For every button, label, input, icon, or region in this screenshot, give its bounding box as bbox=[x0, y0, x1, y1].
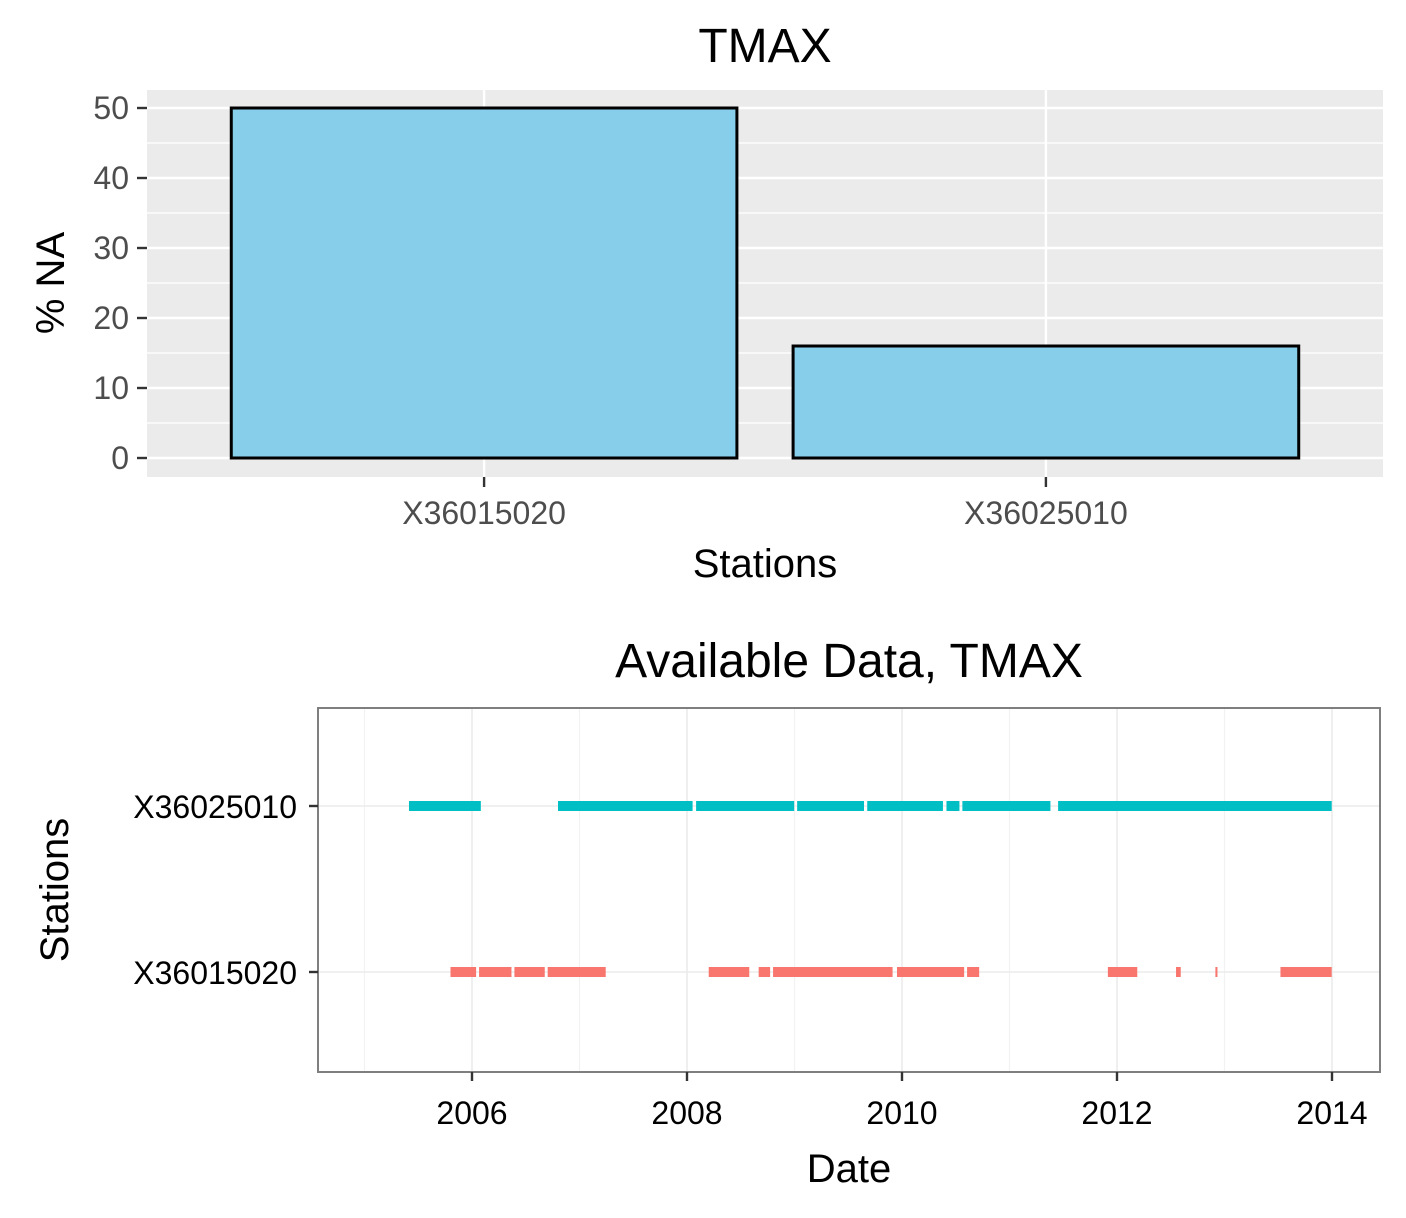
availability-segment-X36015020 bbox=[1176, 967, 1181, 977]
bar-chart-y-axis-title: % NA bbox=[29, 232, 73, 335]
bar-chart-y-tick-label: 30 bbox=[93, 230, 129, 266]
availability-segment-X36015020 bbox=[773, 967, 893, 977]
bar-chart-y-ticks: 0 10 20 30 40 50 bbox=[93, 90, 147, 476]
bar-chart-y-tick-label: 0 bbox=[111, 440, 129, 476]
bar-chart-x-ticks: X36015020 X36025010 bbox=[402, 477, 1128, 531]
availability-segment-X36015020 bbox=[479, 967, 512, 977]
availability-segment-X36015020 bbox=[708, 967, 750, 977]
availability-chart-x-tick-label: 2014 bbox=[1296, 1095, 1367, 1131]
availability-segment-X36015020 bbox=[450, 967, 477, 977]
availability-segment-X36025010 bbox=[696, 801, 795, 811]
availability-chart-y-tick-label: X36015020 bbox=[133, 955, 297, 991]
availability-segment-X36025010 bbox=[867, 801, 943, 811]
bar-chart-x-tick-label: X36015020 bbox=[402, 495, 566, 531]
availability-chart-x-tick-label: 2012 bbox=[1081, 1095, 1152, 1131]
bar-chart-y-tick-label: 10 bbox=[93, 370, 129, 406]
availability-chart-x-tick-label: 2006 bbox=[436, 1095, 507, 1131]
bar-chart-y-tick-label: 40 bbox=[93, 160, 129, 196]
availability-chart-x-axis-title: Date bbox=[807, 1147, 892, 1191]
availability-chart-segments bbox=[408, 801, 1332, 977]
bar-chart-x-axis-title: Stations bbox=[693, 542, 838, 586]
availability-segment-X36025010 bbox=[408, 801, 481, 811]
availability-segment-X36025010 bbox=[558, 801, 693, 811]
bar-chart-y-tick-label: 20 bbox=[93, 300, 129, 336]
availability-chart-y-tick-label: X36025010 bbox=[133, 789, 297, 825]
availability-segment-X36015020 bbox=[896, 967, 965, 977]
availability-chart-x-tick-label: 2008 bbox=[651, 1095, 722, 1131]
availability-segment-X36015020 bbox=[514, 967, 545, 977]
availability-chart-y-ticks: X36015020 X36025010 bbox=[133, 789, 318, 991]
bar-chart-x-tick-label: X36025010 bbox=[964, 495, 1128, 531]
availability-segment-X36015020 bbox=[967, 967, 980, 977]
availability-segment-X36025010 bbox=[797, 801, 865, 811]
availability-segment-X36015020 bbox=[1107, 967, 1138, 977]
bar-chart-title: TMAX bbox=[698, 20, 831, 73]
availability-segment-X36015020 bbox=[1280, 967, 1332, 977]
availability-chart-gridlines bbox=[319, 709, 1379, 1071]
availability-segment-X36025010 bbox=[1058, 801, 1332, 811]
availability-chart-y-axis-title: Stations bbox=[33, 818, 77, 963]
availability-segment-X36015020 bbox=[1215, 967, 1218, 977]
bar-X36015020 bbox=[229, 106, 739, 460]
bar-chart: 0 10 20 30 40 50 X36015020 X36025010 TMAX Stat… bbox=[29, 20, 1383, 586]
bar-chart-bars bbox=[229, 106, 1301, 460]
bar-X36025010 bbox=[791, 344, 1301, 460]
availability-chart-title: Available Data, TMAX bbox=[615, 635, 1083, 688]
availability-chart-x-ticks: 2006 2008 2010 2012 2014 bbox=[436, 1072, 1368, 1131]
availability-chart-panel-border bbox=[317, 707, 1381, 1073]
availability-chart-x-tick-label: 2010 bbox=[866, 1095, 937, 1131]
availability-segment-X36025010 bbox=[962, 801, 1051, 811]
bar-chart-y-tick-label: 50 bbox=[93, 90, 129, 126]
availability-segment-X36015020 bbox=[547, 967, 606, 977]
availability-segment-X36025010 bbox=[946, 801, 960, 811]
availability-segment-X36015020 bbox=[758, 967, 771, 977]
